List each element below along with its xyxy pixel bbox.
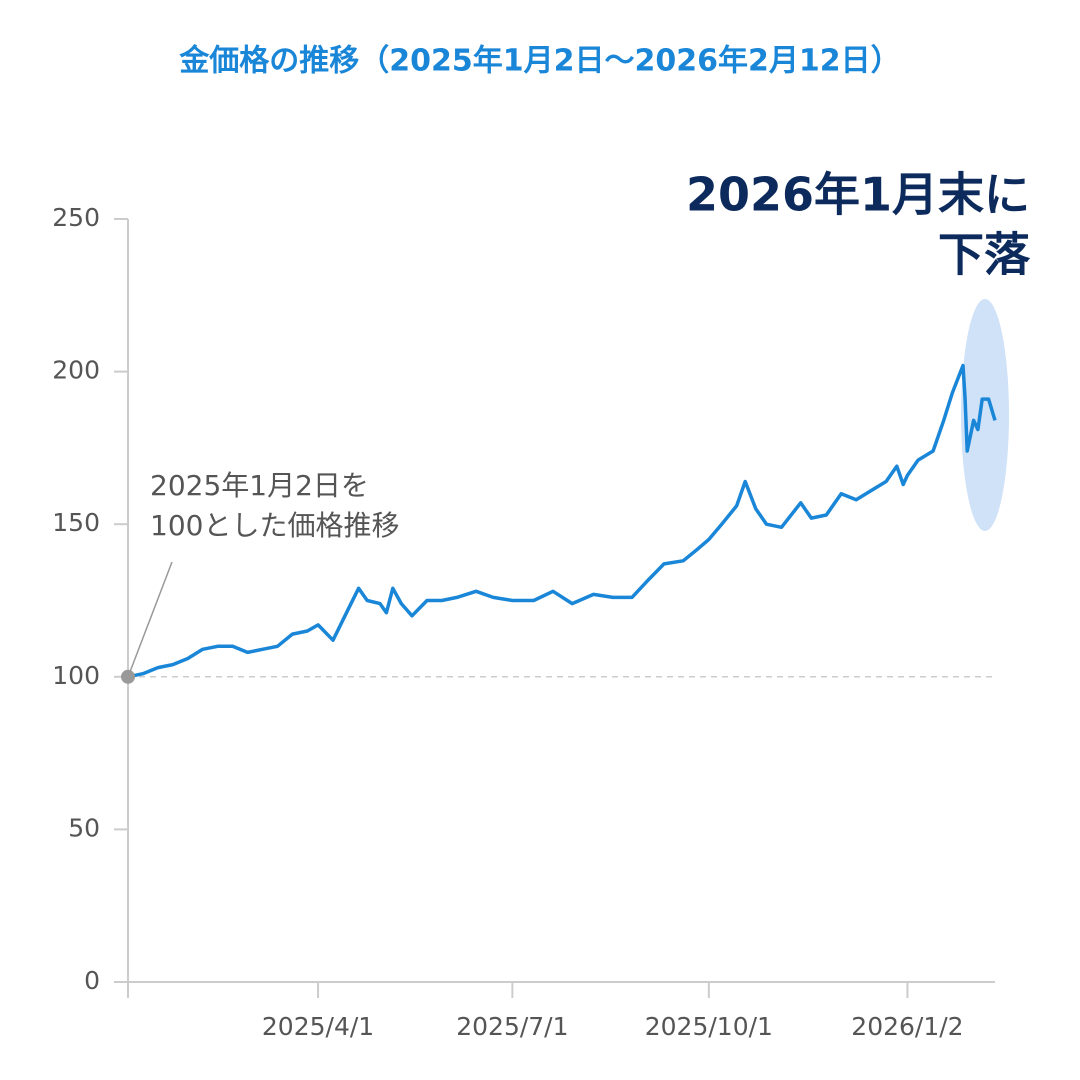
x-tick-label: 2025/7/1 [456,1012,568,1041]
leader-line [127,561,173,678]
note: 2025年1月2日を [150,469,369,502]
y-tick-label: 100 [52,661,100,690]
x-tick-label: 2025/10/1 [645,1012,773,1041]
y-tick-label: 0 [84,966,100,995]
y-tick-label: 200 [52,356,100,385]
note: 100とした価格推移 [150,509,399,542]
annotation: 2026年1月末に [686,168,1030,222]
price-line [127,363,997,679]
annotation: 下落 [938,228,1031,282]
y-tick-label: 250 [52,203,100,232]
chart-title: 金価格の推移（2025年1月2日～2026年2月12日） [178,44,900,79]
y-tick-label: 50 [68,813,100,842]
x-tick-label: 2025/4/1 [262,1012,374,1041]
start-point [121,669,135,684]
y-tick-label: 150 [52,508,100,537]
highlight [961,299,1009,531]
x-tick-label: 2026/1/2 [851,1012,963,1041]
